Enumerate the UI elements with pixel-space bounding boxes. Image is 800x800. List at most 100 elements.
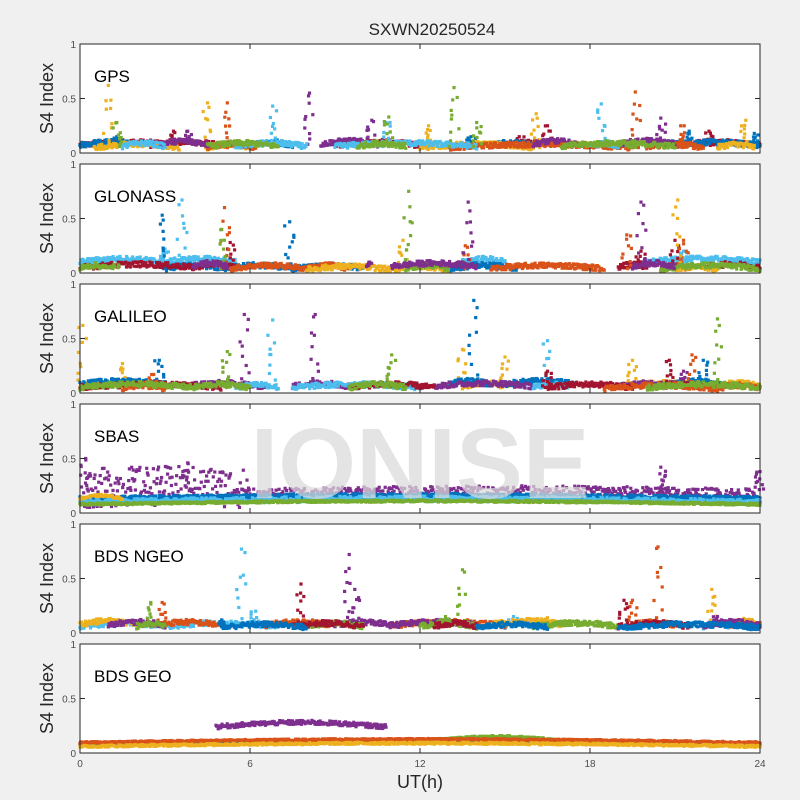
- data-point: [276, 266, 280, 270]
- y-tick-label: 0: [70, 149, 76, 160]
- data-point: [681, 137, 685, 141]
- data-point: [206, 118, 210, 122]
- plot-area: [80, 44, 760, 153]
- data-point: [709, 134, 713, 138]
- data-point: [273, 136, 277, 140]
- data-point: [434, 140, 438, 144]
- data-point: [171, 261, 175, 265]
- data-point: [162, 254, 166, 258]
- data-point: [671, 259, 675, 263]
- data-point: [757, 260, 761, 264]
- data-point: [236, 141, 240, 145]
- data-point: [673, 255, 677, 259]
- data-point: [751, 135, 756, 139]
- data-point: [680, 143, 684, 148]
- data-point: [580, 265, 584, 269]
- data-point: [249, 145, 253, 149]
- data-point: [115, 137, 119, 141]
- data-point: [161, 229, 165, 233]
- data-point: [756, 133, 760, 137]
- data-point: [288, 264, 292, 268]
- data-point: [207, 105, 211, 109]
- data-point: [619, 263, 623, 267]
- data-point: [753, 268, 758, 272]
- data-point: [741, 146, 745, 150]
- peak-point: [387, 115, 391, 119]
- data-point: [251, 261, 255, 265]
- data-point: [555, 139, 559, 143]
- data-point: [110, 257, 114, 261]
- data-point: [305, 142, 309, 146]
- data-point: [196, 255, 200, 259]
- data-point: [511, 266, 515, 270]
- data-point: [679, 254, 683, 258]
- data-point: [482, 258, 486, 262]
- peak-point: [222, 206, 227, 210]
- data-point: [82, 267, 86, 271]
- data-point: [281, 144, 285, 148]
- data-point: [740, 257, 744, 261]
- data-point: [269, 262, 273, 266]
- peak-point: [171, 129, 176, 133]
- data-point: [421, 146, 425, 150]
- data-point: [82, 259, 86, 263]
- data-point: [205, 254, 209, 258]
- data-point: [386, 136, 391, 140]
- data-point: [333, 145, 337, 149]
- data-point: [258, 139, 262, 144]
- data-point: [241, 262, 246, 266]
- data-point: [269, 131, 273, 135]
- data-point: [291, 269, 295, 273]
- data-point: [176, 145, 180, 149]
- data-point: [518, 141, 522, 145]
- data-point: [502, 265, 506, 269]
- peak-point: [475, 120, 479, 125]
- data-point: [248, 140, 252, 144]
- data-point: [400, 253, 404, 257]
- data-point: [578, 266, 582, 270]
- data-point: [104, 99, 108, 103]
- data-point: [681, 141, 685, 145]
- data-point: [235, 146, 239, 150]
- data-point: [712, 262, 716, 266]
- data-point: [134, 264, 138, 269]
- data-point: [257, 144, 261, 148]
- data-point: [458, 147, 462, 151]
- peak-point: [205, 101, 210, 105]
- data-point: [471, 139, 475, 143]
- data-point: [110, 138, 115, 142]
- data-point: [643, 252, 647, 256]
- data-point: [743, 132, 747, 136]
- data-point: [668, 253, 672, 257]
- data-point: [696, 147, 700, 151]
- data-point: [702, 263, 706, 267]
- data-point: [230, 260, 234, 264]
- data-point: [481, 146, 486, 150]
- data-point: [357, 146, 361, 150]
- data-point: [484, 141, 489, 145]
- data-point: [533, 261, 537, 265]
- data-point: [391, 142, 395, 146]
- data-point: [486, 264, 490, 268]
- data-point: [385, 139, 389, 143]
- data-point: [553, 264, 557, 268]
- data-point: [162, 237, 166, 241]
- data-point: [535, 116, 539, 120]
- data-point: [568, 262, 572, 266]
- data-point: [366, 128, 371, 132]
- data-point: [366, 125, 370, 129]
- data-point: [187, 137, 191, 141]
- data-point: [500, 145, 504, 149]
- data-point: [537, 144, 541, 148]
- data-point: [158, 222, 162, 226]
- data-point: [215, 140, 219, 145]
- data-point: [353, 141, 357, 145]
- data-point: [293, 143, 297, 147]
- data-point: [180, 259, 184, 263]
- data-point: [580, 144, 584, 148]
- peak-point: [633, 90, 637, 94]
- data-point: [426, 147, 430, 151]
- data-point: [511, 141, 516, 145]
- data-point: [158, 261, 162, 265]
- data-point: [595, 144, 599, 148]
